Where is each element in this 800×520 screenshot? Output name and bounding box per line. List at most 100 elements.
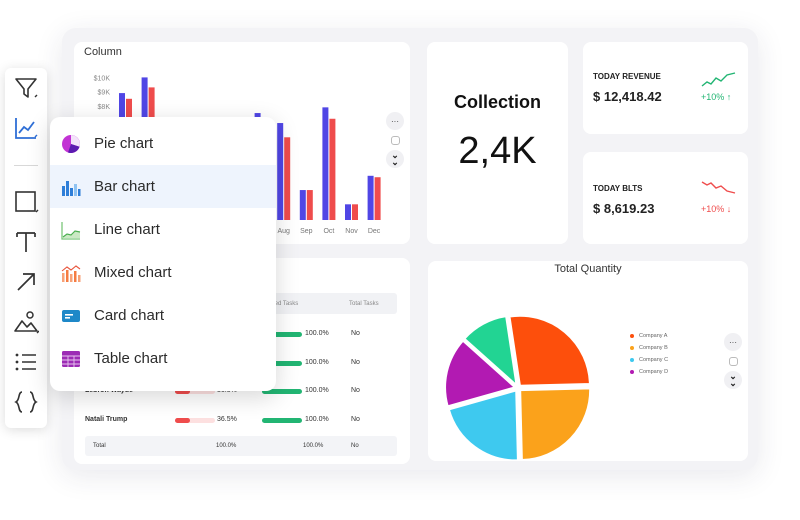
- menu-item-line-chart[interactable]: Line chart: [50, 208, 276, 251]
- list-tool[interactable]: [12, 348, 40, 376]
- pie-chart-icon: [60, 133, 82, 155]
- menu-item-label: Pie chart: [94, 135, 154, 152]
- today-revenue-card[interactable]: TODAY REVENUE $ 12,418.42 +10% ↑: [583, 42, 748, 134]
- row-name: Natali Trump: [85, 416, 128, 423]
- legend-label: Company C: [639, 357, 669, 363]
- column-bar[interactable]: [299, 190, 306, 220]
- more-options-button[interactable]: ···: [386, 112, 404, 130]
- legend-swatch: [630, 346, 634, 350]
- card-chart-icon: [60, 305, 82, 327]
- total-value: No: [351, 330, 360, 337]
- today-revenue-value: $ 12,418.42: [593, 89, 662, 104]
- y-tick-label: $8K: [98, 104, 111, 111]
- pie-chart-card[interactable]: Total Quantity Company A Company B Company…: [428, 261, 748, 461]
- table-row[interactable]: 100.0% No: [85, 324, 397, 344]
- x-tick-label: Aug: [277, 228, 290, 235]
- red-progress-fill: [175, 389, 190, 394]
- list-icon: [15, 353, 36, 371]
- total-value: No: [351, 359, 360, 366]
- table-row[interactable]: Natali Trump 36.5% 100.0% No: [85, 410, 397, 430]
- column-bar[interactable]: [322, 107, 329, 220]
- pie-chart: [444, 314, 592, 461]
- column-bar[interactable]: [284, 137, 291, 220]
- x-tick-label: Oct: [323, 228, 334, 235]
- rectangle-icon: [15, 191, 39, 213]
- column-bar[interactable]: [306, 190, 313, 220]
- filter-tool[interactable]: [12, 74, 40, 102]
- arrow-tool[interactable]: [12, 268, 40, 296]
- bar-chart-icon: [60, 176, 82, 198]
- legend-label: Company D: [639, 369, 669, 375]
- rectangle-tool[interactable]: [12, 188, 40, 216]
- completed-value: 100.0%: [305, 359, 329, 366]
- header-total-tasks: Total Tasks: [349, 301, 379, 307]
- toolbar-divider: [14, 165, 38, 166]
- mixed-chart-icon: [60, 262, 82, 284]
- pie-chart-title: Total Quantity: [554, 263, 622, 275]
- column-bar[interactable]: [374, 177, 381, 220]
- menu-item-label: Bar chart: [94, 178, 155, 195]
- chart-type-menu: Pie chart Bar chart Line chart Mixed cha…: [50, 117, 276, 391]
- legend-swatch: [630, 358, 634, 362]
- menu-item-mixed-chart[interactable]: Mixed chart: [50, 251, 276, 294]
- today-blts-label: TODAY BLTS: [593, 184, 643, 193]
- menu-item-bar-chart[interactable]: Bar chart: [50, 165, 276, 208]
- table-row[interactable]: 100.0% No: [85, 353, 397, 373]
- column-bar[interactable]: [352, 204, 358, 220]
- pie-slice[interactable]: [519, 387, 592, 461]
- code-braces-icon: [14, 391, 38, 413]
- chart-tool[interactable]: [12, 114, 40, 142]
- image-tool[interactable]: [12, 308, 40, 336]
- pie-slice[interactable]: [508, 314, 591, 387]
- pie-slice[interactable]: [463, 315, 518, 387]
- today-blts-value: $ 8,619.23: [593, 201, 655, 216]
- legend-item[interactable]: Company A: [630, 333, 667, 339]
- today-blts-card[interactable]: TODAY BLTS $ 8,619.23 +10% ↓: [583, 152, 748, 244]
- collapse-button[interactable]: ⌄ ⌄: [386, 150, 404, 168]
- column-bar[interactable]: [345, 204, 351, 220]
- collection-card[interactable]: Collection 2,4K: [427, 42, 568, 244]
- red-progress-value: 36.5%: [217, 416, 237, 423]
- chevron-double-down-icon: ⌄ ⌄: [729, 371, 737, 388]
- legend-swatch: [630, 334, 634, 338]
- pie-collapse-button[interactable]: ⌄ ⌄: [724, 371, 742, 389]
- pie-select-checkbox[interactable]: [724, 352, 742, 370]
- column-bar[interactable]: [277, 123, 284, 220]
- green-progress-fill: [262, 389, 302, 394]
- menu-item-table-chart[interactable]: Table chart: [50, 337, 276, 380]
- green-progress-fill: [262, 361, 302, 366]
- table-chart-icon: [60, 348, 82, 370]
- completed-value: 100.0%: [305, 330, 329, 337]
- today-blts-delta: +10% ↓: [701, 204, 732, 214]
- menu-item-label: Table chart: [94, 350, 168, 367]
- menu-item-label: Mixed chart: [94, 264, 172, 281]
- legend-item[interactable]: Company B: [630, 345, 668, 351]
- filter-icon: [15, 78, 38, 98]
- arrow-icon: [17, 273, 35, 291]
- total-value: No: [351, 416, 360, 423]
- footer-total: No: [351, 443, 359, 449]
- select-checkbox[interactable]: [386, 131, 404, 149]
- legend-item[interactable]: Company C: [630, 357, 668, 363]
- footer-pct1: 100.0%: [216, 443, 237, 449]
- menu-item-card-chart[interactable]: Card chart: [50, 294, 276, 337]
- menu-item-pie-chart[interactable]: Pie chart: [50, 122, 276, 165]
- table-footer: Total 100.0% 100.0% No: [85, 436, 397, 456]
- text-tool[interactable]: [12, 228, 40, 256]
- chart-icon: [15, 118, 38, 139]
- code-tool[interactable]: [12, 388, 40, 416]
- pie-more-options-button[interactable]: ···: [724, 333, 742, 351]
- red-progress-track: [175, 389, 215, 394]
- chevron-double-down-icon: ⌄ ⌄: [391, 150, 399, 167]
- column-bar[interactable]: [367, 175, 374, 220]
- column-bar[interactable]: [329, 118, 336, 220]
- footer-pct2: 100.0%: [303, 443, 324, 449]
- x-tick-label: Sep: [300, 228, 313, 235]
- pie-slice[interactable]: [447, 389, 519, 461]
- column-chart-title: Column: [84, 46, 122, 58]
- legend-item[interactable]: Company D: [630, 369, 668, 375]
- collection-title: Collection: [453, 92, 541, 112]
- footer-label: Total: [93, 443, 106, 449]
- total-value: No: [351, 387, 360, 394]
- pie-slice[interactable]: [444, 339, 517, 408]
